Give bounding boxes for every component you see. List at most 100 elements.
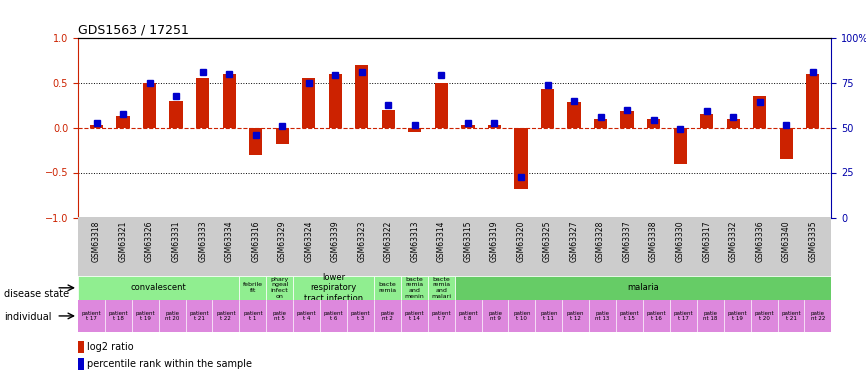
Bar [488, 125, 501, 128]
Text: patient
t 19: patient t 19 [727, 310, 747, 321]
Bar [779, 128, 793, 159]
Text: log2 ratio: log2 ratio [87, 342, 133, 352]
Text: GSM63326: GSM63326 [145, 220, 154, 262]
Bar [328, 74, 342, 128]
Text: GSM63336: GSM63336 [755, 220, 764, 262]
Text: GSM63337: GSM63337 [623, 220, 631, 262]
Bar [78, 358, 85, 370]
FancyBboxPatch shape [266, 276, 294, 300]
Bar [382, 110, 395, 128]
Text: GSM63329: GSM63329 [278, 220, 287, 262]
Text: GSM63330: GSM63330 [675, 220, 685, 262]
Bar [143, 82, 156, 128]
Text: patient
t 21: patient t 21 [781, 310, 801, 321]
Bar [170, 100, 183, 128]
Bar [674, 128, 687, 164]
Text: patient
t 20: patient t 20 [754, 310, 774, 321]
Text: patient
t 16: patient t 16 [647, 310, 666, 321]
Text: GSM63317: GSM63317 [702, 220, 711, 262]
Text: patient
t 6: patient t 6 [324, 310, 344, 321]
Bar [647, 118, 660, 128]
Bar [78, 341, 85, 352]
Text: patient
t 17: patient t 17 [674, 310, 693, 321]
FancyBboxPatch shape [294, 276, 374, 300]
Text: malaria: malaria [627, 284, 659, 292]
Text: GSM63333: GSM63333 [198, 220, 207, 262]
Text: GDS1563 / 17251: GDS1563 / 17251 [78, 23, 189, 36]
FancyBboxPatch shape [455, 276, 831, 300]
Bar [90, 125, 103, 128]
Text: bacte
remia
and
menin: bacte remia and menin [404, 277, 424, 299]
FancyBboxPatch shape [239, 276, 266, 300]
Text: percentile rank within the sample: percentile rank within the sample [87, 359, 252, 369]
Text: patie
nt 18: patie nt 18 [703, 310, 717, 321]
Text: patient
t 22: patient t 22 [216, 310, 236, 321]
Bar [116, 116, 130, 128]
Bar [275, 128, 289, 144]
Text: patient
t 21: patient t 21 [189, 310, 209, 321]
Text: phary
ngeal
infect
on: phary ngeal infect on [270, 277, 289, 299]
Text: patient
t 8: patient t 8 [458, 310, 478, 321]
Text: GSM63332: GSM63332 [728, 220, 738, 262]
Text: GSM63335: GSM63335 [808, 220, 818, 262]
Bar [727, 118, 740, 128]
Text: GSM63340: GSM63340 [782, 220, 791, 262]
Text: patient
t 19: patient t 19 [135, 310, 155, 321]
Bar [408, 128, 422, 132]
Text: GSM63334: GSM63334 [224, 220, 234, 262]
Text: bacte
remia: bacte remia [378, 282, 397, 293]
FancyBboxPatch shape [401, 276, 428, 300]
FancyBboxPatch shape [78, 276, 239, 300]
Text: patien
t 10: patien t 10 [514, 310, 531, 321]
FancyBboxPatch shape [78, 300, 831, 332]
Bar [541, 89, 554, 128]
Text: patient
t 15: patient t 15 [620, 310, 639, 321]
Text: GSM63331: GSM63331 [171, 220, 181, 262]
Bar [567, 102, 581, 128]
Text: GSM63318: GSM63318 [92, 220, 101, 262]
Text: febrile
fit: febrile fit [242, 282, 263, 293]
Bar [462, 125, 475, 128]
Text: GSM63328: GSM63328 [596, 220, 605, 262]
Bar [514, 128, 527, 189]
Bar [753, 96, 766, 128]
Bar [700, 114, 714, 128]
Text: patie
nt 20: patie nt 20 [165, 310, 179, 321]
Text: patie
nt 5: patie nt 5 [273, 310, 287, 321]
Text: GSM63321: GSM63321 [119, 220, 127, 262]
Text: patien
t 11: patien t 11 [540, 310, 558, 321]
Text: patie
nt 2: patie nt 2 [380, 310, 394, 321]
Text: GSM63314: GSM63314 [436, 220, 446, 262]
Text: patie
nt 13: patie nt 13 [596, 310, 610, 321]
Bar [302, 78, 315, 128]
Text: GSM63327: GSM63327 [570, 220, 578, 262]
Text: patie
nt 9: patie nt 9 [488, 310, 502, 321]
Text: bacte
remia
and
malari: bacte remia and malari [431, 277, 451, 299]
Bar [196, 78, 210, 128]
Text: GSM63319: GSM63319 [490, 220, 499, 262]
Bar [355, 64, 368, 128]
Text: patient
t 1: patient t 1 [243, 310, 262, 321]
Text: GSM63315: GSM63315 [463, 220, 473, 262]
Text: patient
t 18: patient t 18 [108, 310, 128, 321]
Text: lower
respiratory
tract infection: lower respiratory tract infection [304, 273, 363, 303]
Bar [594, 118, 607, 128]
Text: GSM63339: GSM63339 [331, 220, 339, 262]
Text: patient
t 7: patient t 7 [431, 310, 451, 321]
Bar [249, 128, 262, 154]
Text: patient
t 3: patient t 3 [351, 310, 371, 321]
Text: GSM63313: GSM63313 [410, 220, 419, 262]
Bar [435, 82, 448, 128]
Text: GSM63325: GSM63325 [543, 220, 552, 262]
Bar [806, 74, 819, 128]
Text: GSM63320: GSM63320 [516, 220, 526, 262]
Text: GSM63324: GSM63324 [304, 220, 313, 262]
Text: GSM63322: GSM63322 [384, 220, 393, 262]
Text: patien
t 12: patien t 12 [567, 310, 585, 321]
Text: patient
t 14: patient t 14 [404, 310, 424, 321]
Text: disease state: disease state [4, 290, 69, 299]
Text: GSM63323: GSM63323 [358, 220, 366, 262]
Bar [223, 74, 236, 128]
FancyBboxPatch shape [374, 276, 401, 300]
Text: GSM63316: GSM63316 [251, 220, 260, 262]
